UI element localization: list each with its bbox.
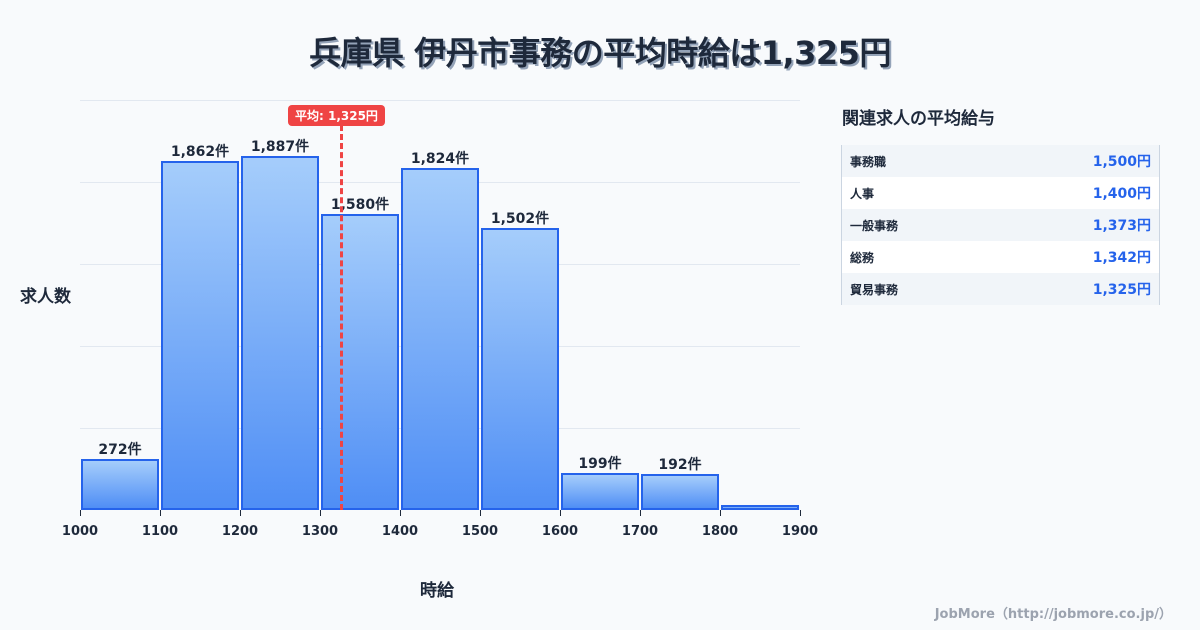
histogram-bar	[721, 505, 799, 510]
table-row: 総務 1,342円	[842, 241, 1159, 273]
x-tick-label: 1100	[141, 524, 179, 539]
bar-value-label: 1,887件	[250, 139, 310, 156]
job-wage: 1,342円	[1092, 250, 1151, 266]
job-wage: 1,500円	[1092, 154, 1151, 170]
histogram-bar	[401, 168, 479, 510]
bar-value-label: 1,580件	[330, 196, 390, 213]
x-tick	[640, 510, 641, 516]
bar-value-label: 272件	[98, 442, 142, 458]
histogram-bar	[321, 213, 399, 510]
x-tick-label: 1800	[701, 524, 739, 539]
x-tick	[400, 510, 401, 516]
x-tick-label: 1400	[381, 524, 419, 539]
x-tick-label: 1200	[221, 524, 259, 539]
job-name: 貿易事務	[850, 282, 899, 297]
job-wage: 1,325円	[1092, 282, 1151, 298]
y-axis-label: 求人数	[20, 287, 71, 307]
gridline	[80, 100, 800, 101]
related-jobs-table: 事務職 1,500円 人事 1,400円 一般事務 1,373円 総務 1,34…	[841, 145, 1160, 305]
x-tick	[160, 510, 161, 516]
histogram-bar	[241, 156, 319, 510]
x-tick-label: 1600	[541, 524, 579, 539]
average-line	[340, 125, 343, 510]
bar-value-label: 199件	[578, 455, 622, 472]
page-title: 兵庫県 伊丹市事務の平均時給は1,325円	[309, 34, 891, 72]
x-tick	[800, 510, 801, 516]
job-name: 総務	[850, 250, 875, 265]
histogram-bar	[641, 474, 719, 510]
x-tick	[480, 510, 481, 516]
bar-value-label: 1,862件	[170, 143, 230, 160]
bar-value-label: 1,824件	[410, 151, 470, 168]
x-tick-label: 1000	[61, 524, 99, 539]
job-wage: 1,373円	[1092, 218, 1151, 234]
histogram-bar	[561, 472, 639, 510]
x-axis-label: 時給	[420, 581, 454, 601]
footer-credit: JobMore（http://jobmore.co.jp/）	[934, 607, 1172, 622]
x-tick	[80, 510, 81, 516]
histogram-chart: 272件 1,862件 1,887件 1,580件 1,824件 1,502件 199件 19…	[20, 100, 819, 601]
job-wage: 1,400円	[1092, 186, 1151, 202]
histogram-bar	[161, 160, 239, 510]
related-jobs-title: 関連求人の平均給与	[842, 109, 995, 129]
x-tick	[320, 510, 321, 516]
bar-value-label: 192件	[658, 457, 702, 473]
histogram-bar	[481, 228, 559, 510]
table-row: 一般事務 1,373円	[842, 209, 1159, 241]
histogram-bar	[81, 459, 159, 510]
table-row: 事務職 1,500円	[842, 145, 1159, 177]
table-row: 貿易事務 1,325円	[842, 273, 1159, 305]
x-tick-label: 1500	[461, 524, 499, 539]
bar-value-label: 1,502件	[490, 211, 550, 228]
x-tick	[720, 510, 721, 516]
average-badge: 平均: 1,325円	[288, 105, 385, 126]
job-name: 人事	[850, 186, 875, 201]
x-tick-label: 1300	[301, 524, 339, 539]
job-name: 一般事務	[850, 218, 899, 233]
x-tick-label: 1900	[781, 524, 819, 539]
x-tick	[240, 510, 241, 516]
job-name: 事務職	[850, 154, 887, 169]
table-row: 人事 1,400円	[842, 177, 1159, 209]
x-tick-label: 1700	[621, 524, 659, 539]
x-tick	[560, 510, 561, 516]
